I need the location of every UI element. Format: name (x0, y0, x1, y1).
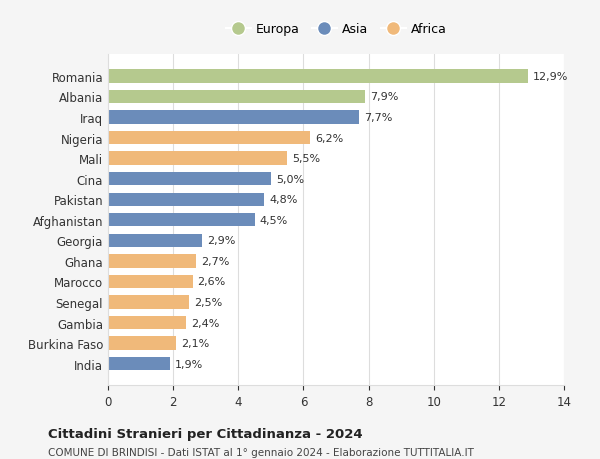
Text: COMUNE DI BRINDISI - Dati ISTAT al 1° gennaio 2024 - Elaborazione TUTTITALIA.IT: COMUNE DI BRINDISI - Dati ISTAT al 1° ge… (48, 448, 474, 458)
Text: 12,9%: 12,9% (533, 72, 568, 82)
Text: Cittadini Stranieri per Cittadinanza - 2024: Cittadini Stranieri per Cittadinanza - 2… (48, 427, 362, 440)
Bar (108, 337, 176, 350)
Bar (108, 173, 271, 186)
Bar (108, 234, 202, 247)
Bar (108, 132, 310, 145)
Text: 2,1%: 2,1% (181, 338, 209, 348)
Bar (108, 255, 196, 268)
Legend: Europa, Asia, Africa: Europa, Asia, Africa (221, 18, 452, 41)
Bar (108, 111, 359, 124)
Bar (108, 213, 254, 227)
Bar (108, 70, 528, 84)
Bar (108, 90, 365, 104)
Text: 4,5%: 4,5% (259, 215, 288, 225)
Bar (108, 275, 193, 289)
Bar (108, 316, 186, 330)
Text: 2,5%: 2,5% (194, 297, 223, 308)
Text: 7,7%: 7,7% (364, 113, 392, 123)
Text: 4,8%: 4,8% (269, 195, 298, 205)
Bar (108, 193, 265, 207)
Text: 2,9%: 2,9% (208, 236, 236, 246)
Text: 6,2%: 6,2% (315, 133, 343, 143)
Bar (108, 357, 170, 370)
Bar (108, 152, 287, 165)
Text: 5,0%: 5,0% (276, 174, 304, 185)
Text: 7,9%: 7,9% (370, 92, 398, 102)
Text: 1,9%: 1,9% (175, 359, 203, 369)
Bar (108, 296, 190, 309)
Text: 2,4%: 2,4% (191, 318, 220, 328)
Text: 5,5%: 5,5% (292, 154, 320, 164)
Text: 2,6%: 2,6% (197, 277, 226, 287)
Text: 2,7%: 2,7% (201, 256, 229, 266)
